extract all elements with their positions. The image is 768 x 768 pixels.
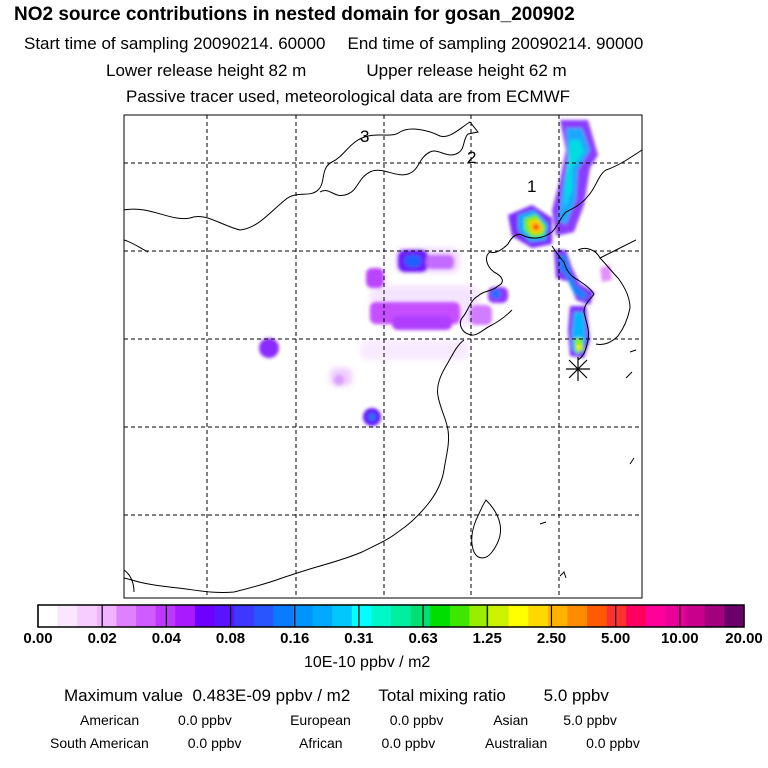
colorbar-cell bbox=[606, 605, 627, 627]
colorbar-cell bbox=[567, 605, 588, 627]
colorbar-cell bbox=[57, 605, 78, 627]
colorbar-tick-label: 0.16 bbox=[280, 630, 310, 647]
colorbar-tick-label: 1.25 bbox=[472, 630, 502, 647]
colorbar-cell bbox=[645, 605, 667, 627]
colorbar-cell bbox=[136, 605, 157, 627]
colorbar-cell bbox=[704, 605, 725, 627]
colorbar-tick-label: 20.00 bbox=[725, 630, 763, 647]
region-label-1: 1 bbox=[527, 177, 536, 196]
colorbar-frame bbox=[37, 604, 745, 628]
tracer-info-label: Passive tracer used, meteorological data… bbox=[126, 87, 571, 106]
start-time-label: Start time of sampling 20090214. 60000 bbox=[24, 34, 326, 53]
colorbar-cell bbox=[253, 605, 274, 627]
colorbar-cell bbox=[724, 605, 745, 627]
colorbar-cell bbox=[371, 605, 392, 627]
sampling-time-line: Start time of sampling 20090214. 60000 En… bbox=[24, 34, 643, 54]
colorbar-cell bbox=[665, 605, 686, 627]
colorbar-tick-label: 5.00 bbox=[601, 630, 631, 647]
colorbar-tick-label: 0.02 bbox=[87, 630, 117, 647]
colorbar-tick-label: 0.04 bbox=[151, 630, 181, 647]
region-contributions-row-2: South American 0.0 ppbv African 0.0 ppbv… bbox=[50, 735, 640, 751]
colorbar-cells bbox=[38, 605, 745, 627]
colorbar-cell bbox=[38, 605, 59, 627]
colorbar-tick-label: 0.08 bbox=[215, 630, 246, 647]
colorbar-cell bbox=[116, 605, 137, 627]
coastlines bbox=[123, 121, 643, 598]
colorbar-tick-label: 10.00 bbox=[661, 630, 699, 647]
concentration-field bbox=[259, 120, 612, 426]
colorbar-cell bbox=[155, 605, 176, 627]
colorbar-cell bbox=[528, 605, 549, 627]
max-total-summary: Maximum value 0.483E-09 ppbv / m2 Total … bbox=[64, 686, 609, 705]
colorbar-cell bbox=[332, 605, 353, 627]
colorbar-cell bbox=[449, 605, 470, 627]
colorbar-cell bbox=[626, 605, 647, 627]
colorbar-unit-label: 10E-10 ppbv / m2 bbox=[304, 654, 431, 671]
colorbar-cell bbox=[96, 605, 117, 627]
colorbar-cell bbox=[312, 605, 333, 627]
colorbar-cell bbox=[685, 605, 706, 627]
receptor-asterisk-icon bbox=[566, 357, 590, 381]
colorbar-cell bbox=[547, 605, 568, 627]
colorbar-cell bbox=[410, 605, 431, 627]
colorbar-cell bbox=[351, 605, 372, 627]
colorbar-tick-label: 0.31 bbox=[344, 630, 374, 647]
colorbar-cell bbox=[469, 605, 490, 627]
colorbar-cell bbox=[587, 605, 608, 627]
lower-release-label: Lower release height 82 m bbox=[106, 61, 307, 80]
colorbar-ticks bbox=[37, 605, 745, 627]
region-contributions-row-1: American 0.0 ppbv European 0.0 ppbv Asia… bbox=[80, 712, 617, 728]
region-label-3: 3 bbox=[360, 127, 369, 146]
region-label-2: 2 bbox=[467, 148, 476, 167]
colorbar-cell bbox=[273, 605, 294, 627]
colorbar-cell bbox=[489, 605, 510, 627]
colorbar-cell bbox=[391, 605, 412, 627]
colorbar-cell bbox=[508, 605, 529, 627]
colorbar-cell bbox=[194, 605, 215, 627]
end-time-label: End time of sampling 20090214. 90000 bbox=[347, 34, 644, 53]
colorbar-cell bbox=[234, 605, 255, 627]
colorbar-cell bbox=[175, 605, 196, 627]
colorbar-cell bbox=[77, 605, 98, 627]
map-frame bbox=[123, 114, 643, 599]
west-plumes bbox=[259, 250, 508, 426]
figure-title: NO2 source contributions in nested domai… bbox=[14, 4, 575, 25]
upper-release-label: Upper release height 62 m bbox=[366, 61, 567, 80]
colorbar-tick-label: 2.50 bbox=[536, 630, 567, 647]
colorbar-cell bbox=[430, 605, 451, 627]
release-height-line: Lower release height 82 m Upper release h… bbox=[106, 61, 567, 81]
lat-lon-grid bbox=[124, 115, 642, 598]
colorbar-tick-label: 0.00 bbox=[23, 630, 53, 647]
colorbar-tick-label: 0.63 bbox=[408, 630, 438, 647]
colorbar-cell bbox=[292, 605, 314, 627]
colorbar-cell bbox=[214, 605, 235, 627]
